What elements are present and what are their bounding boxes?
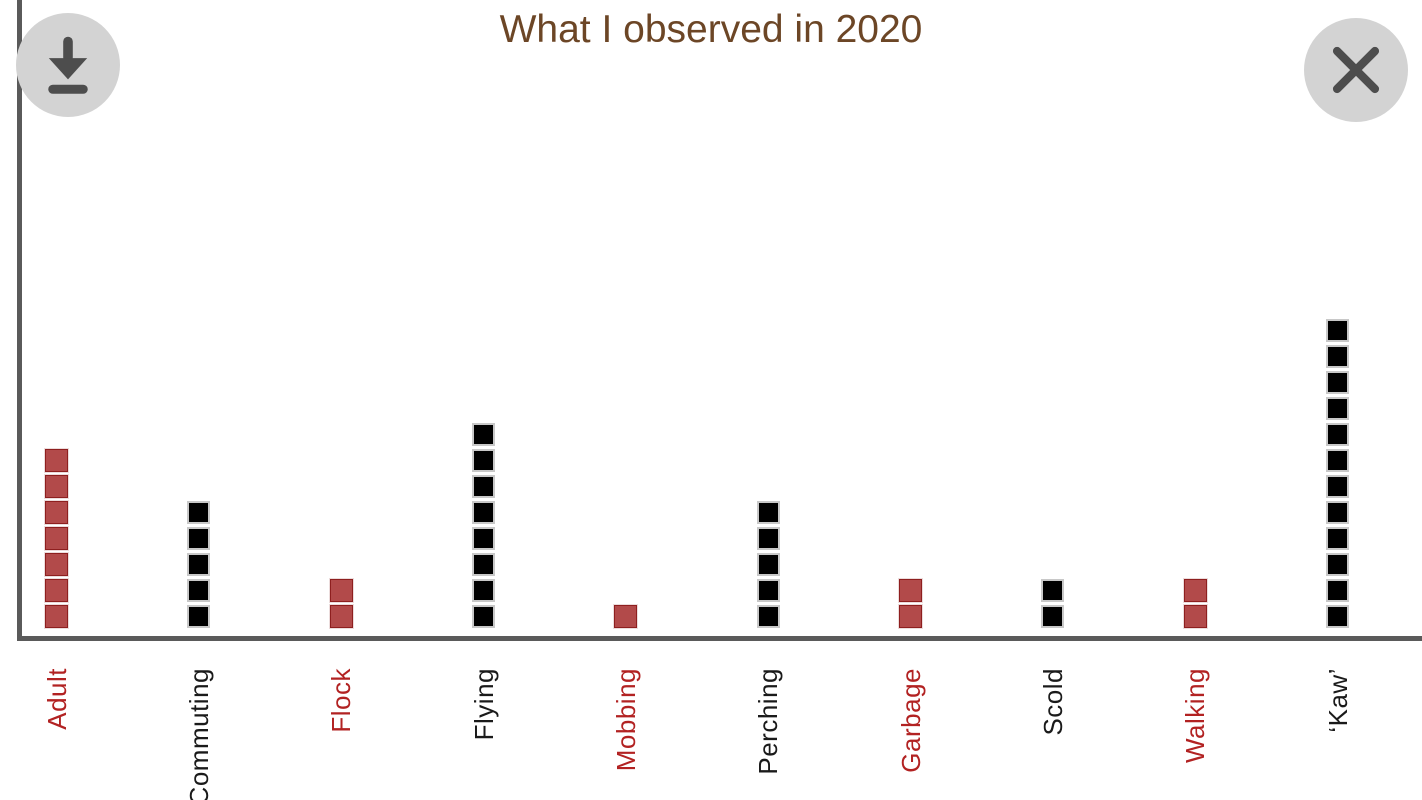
unit-square bbox=[899, 579, 923, 602]
unit-column bbox=[1183, 579, 1207, 628]
unit-column bbox=[756, 501, 780, 628]
unit-square bbox=[756, 527, 780, 550]
chart-title: What I observed in 2020 bbox=[499, 8, 923, 51]
unit-square bbox=[45, 527, 68, 550]
close-icon bbox=[1332, 46, 1380, 94]
unit-square bbox=[45, 475, 68, 498]
unit-square bbox=[1183, 605, 1207, 628]
download-button[interactable] bbox=[16, 13, 120, 117]
unit-square bbox=[1041, 605, 1065, 628]
x-axis-label: Garbage bbox=[895, 668, 926, 773]
x-axis-label: Perching bbox=[753, 668, 784, 775]
unit-column bbox=[614, 605, 638, 628]
unit-square bbox=[756, 553, 780, 576]
unit-square bbox=[1326, 553, 1350, 576]
unit-square bbox=[472, 605, 496, 628]
unit-square bbox=[614, 605, 638, 628]
unit-square bbox=[45, 605, 68, 628]
unit-square bbox=[1326, 397, 1350, 420]
y-axis-line bbox=[17, 0, 22, 641]
unit-square bbox=[472, 475, 496, 498]
unit-square bbox=[1326, 501, 1350, 524]
x-axis-label: Adult bbox=[41, 668, 72, 730]
unit-column bbox=[329, 579, 353, 628]
unit-square bbox=[472, 553, 496, 576]
unit-column bbox=[1041, 579, 1065, 628]
unit-square bbox=[45, 579, 68, 602]
unit-square bbox=[329, 605, 353, 628]
unit-column bbox=[1326, 319, 1350, 628]
unit-square bbox=[756, 501, 780, 524]
x-axis-label: ‘Kaw’ bbox=[1322, 668, 1353, 733]
unit-square bbox=[472, 527, 496, 550]
x-axis-line bbox=[17, 636, 1422, 641]
unit-square bbox=[45, 449, 68, 472]
x-axis-label: Commuting bbox=[183, 668, 214, 800]
unit-square bbox=[472, 501, 496, 524]
x-axis-label: Walking bbox=[1180, 668, 1211, 764]
unit-square bbox=[187, 605, 211, 628]
unit-square bbox=[1326, 475, 1350, 498]
unit-square bbox=[1326, 605, 1350, 628]
x-axis-label: Flock bbox=[326, 668, 357, 733]
unit-column bbox=[899, 579, 923, 628]
unit-square bbox=[1326, 319, 1350, 342]
x-axis-label: Flying bbox=[468, 668, 499, 741]
unit-square bbox=[329, 579, 353, 602]
close-button[interactable] bbox=[1304, 18, 1408, 122]
unit-square bbox=[472, 449, 496, 472]
unit-column bbox=[187, 501, 211, 628]
unit-square bbox=[756, 605, 780, 628]
unit-square bbox=[187, 527, 211, 550]
unit-square bbox=[1326, 423, 1350, 446]
unit-square bbox=[1183, 579, 1207, 602]
unit-square bbox=[187, 579, 211, 602]
unit-column bbox=[45, 449, 68, 628]
unit-square bbox=[187, 553, 211, 576]
unit-square bbox=[1041, 579, 1065, 602]
download-icon bbox=[48, 36, 88, 94]
unit-square bbox=[756, 579, 780, 602]
unit-square bbox=[472, 423, 496, 446]
unit-square bbox=[899, 605, 923, 628]
unit-square bbox=[1326, 579, 1350, 602]
unit-square bbox=[45, 553, 68, 576]
unit-square bbox=[472, 579, 496, 602]
unit-square bbox=[1326, 449, 1350, 472]
x-axis-label: Mobbing bbox=[610, 668, 641, 772]
unit-column bbox=[472, 423, 496, 628]
x-axis-label: Scold bbox=[1037, 668, 1068, 736]
unit-square bbox=[1326, 527, 1350, 550]
unit-square bbox=[45, 501, 68, 524]
unit-square bbox=[1326, 371, 1350, 394]
unit-square bbox=[1326, 345, 1350, 368]
unit-square bbox=[187, 501, 211, 524]
